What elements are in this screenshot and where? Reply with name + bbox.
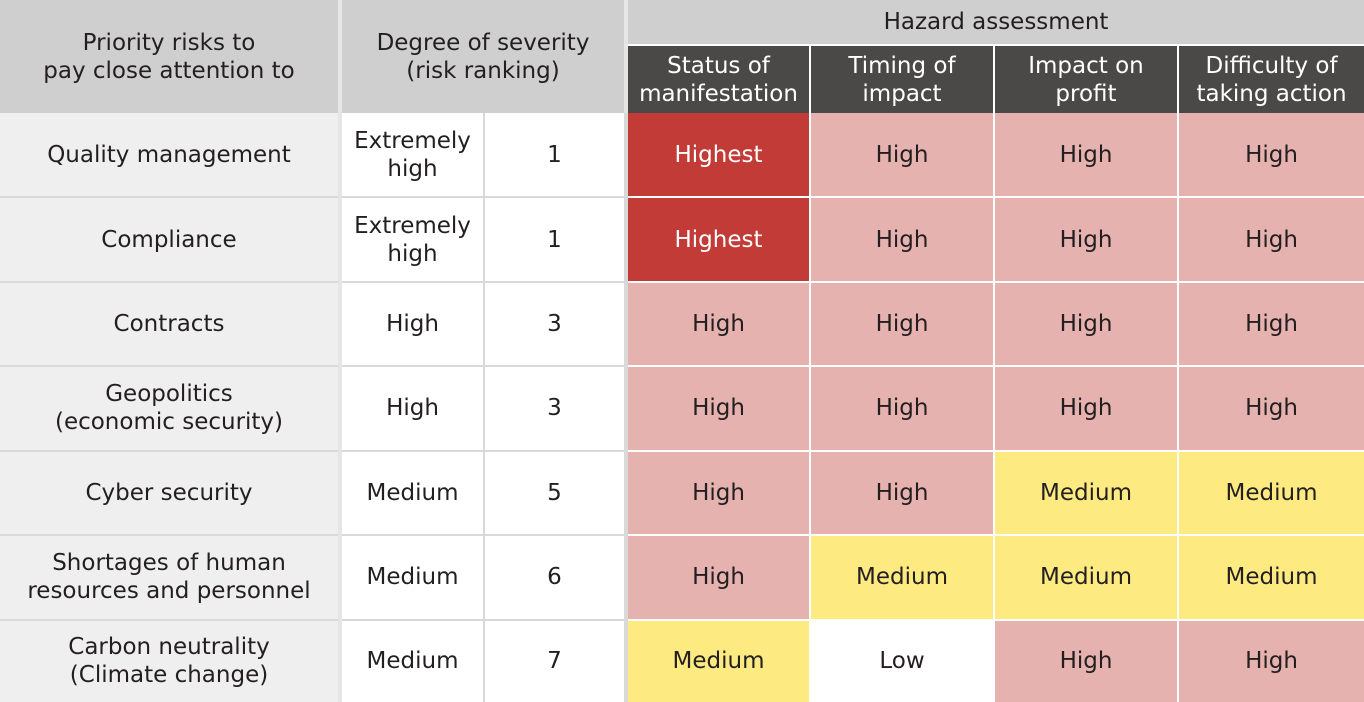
risk-name-cell: Contracts: [0, 281, 340, 368]
header-degree-of-severity: Degree of severity (risk ranking): [338, 0, 626, 113]
hazard-subheader-row: Status of manifestation Timing of impact…: [0, 45, 1364, 113]
risk-name-cell: Geopolitics (economic security): [0, 366, 340, 452]
risk-name-cell: Carbon neutrality (Climate change): [0, 619, 340, 702]
hazard-cell-timing-of-impact: High: [810, 113, 995, 199]
risk-name-cell: Shortages of human resources and personn…: [0, 535, 340, 621]
table-row: Cyber security Medium 5 High High Medium Mediu…: [0, 450, 1364, 537]
severity-cell: Extremely high: [338, 113, 484, 199]
header-hazard-assessment: Hazard assessment: [623, 0, 1364, 46]
hazard-cell-status-of-manifestation: High: [624, 281, 811, 368]
risk-rank-cell: 7: [483, 619, 626, 702]
hazard-cell-impact-on-profit: High: [994, 197, 1179, 283]
risk-table-body: Quality management Extremely high 1 Highest…: [0, 113, 1364, 702]
table-row: Geopolitics (economic security) High 3 High…: [0, 366, 1364, 452]
hazard-cell-difficulty-of-taking-action: High: [1178, 619, 1364, 702]
hazard-cell-status-of-manifestation: High: [624, 366, 811, 452]
severity-cell: High: [338, 281, 484, 368]
hazard-cell-impact-on-profit: High: [994, 619, 1179, 702]
hazard-cell-difficulty-of-taking-action: High: [1178, 113, 1364, 199]
risk-rank-cell: 3: [483, 281, 626, 368]
risk-name-cell: Quality management: [0, 113, 340, 199]
severity-cell: Extremely high: [338, 197, 484, 283]
table-row: Contracts High 3 High High High High: [0, 281, 1364, 368]
subheader-timing-of-impact: Timing of impact: [809, 45, 994, 113]
hazard-cell-difficulty-of-taking-action: High: [1178, 197, 1364, 283]
hazard-cell-timing-of-impact: High: [810, 197, 995, 283]
hazard-cell-status-of-manifestation: Highest: [624, 197, 811, 283]
hazard-cell-impact-on-profit: Medium: [994, 450, 1179, 537]
table-row: Quality management Extremely high 1 Highest…: [0, 113, 1364, 199]
hazard-cell-timing-of-impact: Medium: [810, 535, 995, 621]
subheader-impact-on-profit: Impact on profit: [993, 45, 1178, 113]
hazard-cell-impact-on-profit: High: [994, 366, 1179, 452]
hazard-cell-difficulty-of-taking-action: Medium: [1178, 450, 1364, 537]
risk-name-cell: Cyber security: [0, 450, 340, 537]
hazard-cell-status-of-manifestation: Highest: [624, 113, 811, 199]
hazard-cell-status-of-manifestation: High: [624, 450, 811, 537]
hazard-cell-difficulty-of-taking-action: Medium: [1178, 535, 1364, 621]
hazard-cell-status-of-manifestation: Medium: [624, 619, 811, 702]
severity-cell: Medium: [338, 450, 484, 537]
hazard-cell-impact-on-profit: High: [994, 281, 1179, 368]
severity-cell: Medium: [338, 619, 484, 702]
table-row: Compliance Extremely high 1 Highest High High…: [0, 197, 1364, 283]
hazard-cell-difficulty-of-taking-action: High: [1178, 366, 1364, 452]
severity-cell: High: [338, 366, 484, 452]
risk-rank-cell: 3: [483, 366, 626, 452]
hazard-cell-timing-of-impact: Low: [810, 619, 995, 702]
risk-rank-cell: 1: [483, 113, 626, 199]
subheader-difficulty-of-taking-action: Difficulty of taking action: [1176, 45, 1364, 113]
hazard-cell-impact-on-profit: Medium: [994, 535, 1179, 621]
header-priority-risks: Priority risks to pay close attention to: [0, 0, 340, 113]
hazard-cell-impact-on-profit: High: [994, 113, 1179, 199]
risk-rank-cell: 6: [483, 535, 626, 621]
severity-cell: Medium: [338, 535, 484, 621]
hazard-cell-timing-of-impact: High: [810, 366, 995, 452]
risk-rank-cell: 1: [483, 197, 626, 283]
hazard-cell-timing-of-impact: High: [810, 450, 995, 537]
hazard-cell-timing-of-impact: High: [810, 281, 995, 368]
risk-rank-cell: 5: [483, 450, 626, 537]
table-row: Shortages of human resources and personn…: [0, 535, 1364, 621]
hazard-cell-status-of-manifestation: High: [624, 535, 811, 621]
hazard-cell-difficulty-of-taking-action: High: [1178, 281, 1364, 368]
risk-name-cell: Compliance: [0, 197, 340, 283]
table-row: Carbon neutrality (Climate change) Medium…: [0, 619, 1364, 702]
subheader-status-of-manifestation: Status of manifestation: [624, 45, 810, 113]
